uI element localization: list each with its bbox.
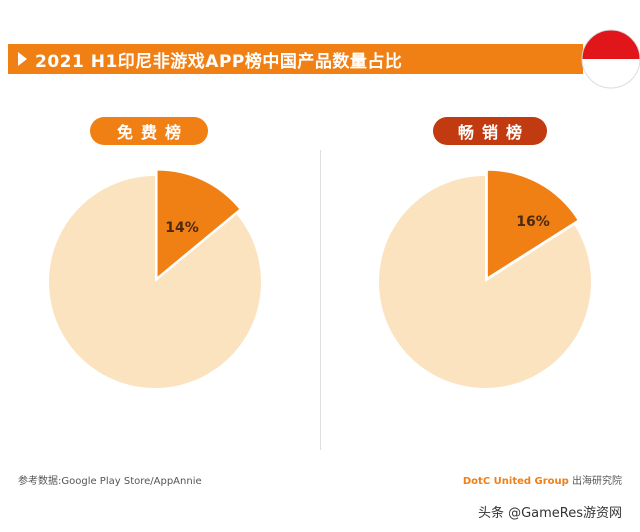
- pie-data-label: 16%: [516, 214, 550, 230]
- pie-slice-highlight: [487, 170, 578, 277]
- pie-top-grossing: 16%: [379, 170, 592, 388]
- brand-note: DotC United Group 出海研究院: [463, 472, 622, 487]
- panel-label-top-grossing: 畅销榜: [433, 117, 547, 145]
- brand-suffix: 出海研究院: [572, 476, 622, 487]
- chart-title: 2021 H1印尼非游戏APP榜中国产品数量占比: [35, 51, 403, 72]
- title-bar: 2021 H1印尼非游戏APP榜中国产品数量占比: [8, 44, 583, 74]
- pie-slice-rest: [48, 176, 261, 388]
- source-note: 参考数据:Google Play Store/AppAnnie: [18, 476, 202, 487]
- pie-free: 14%: [48, 170, 261, 388]
- pie-data-label: 14%: [165, 220, 199, 236]
- pie-slice-highlight: [157, 170, 240, 277]
- credit-watermark: 头条 @GameRes游资网: [477, 506, 622, 521]
- pie-slice-rest: [379, 176, 592, 388]
- panel-divider: [320, 150, 321, 450]
- indonesia-flag-icon: [581, 29, 640, 89]
- panel-label-free: 免费榜: [90, 117, 208, 145]
- brand-name: DotC United Group: [462, 476, 569, 487]
- caret-icon: [18, 52, 27, 66]
